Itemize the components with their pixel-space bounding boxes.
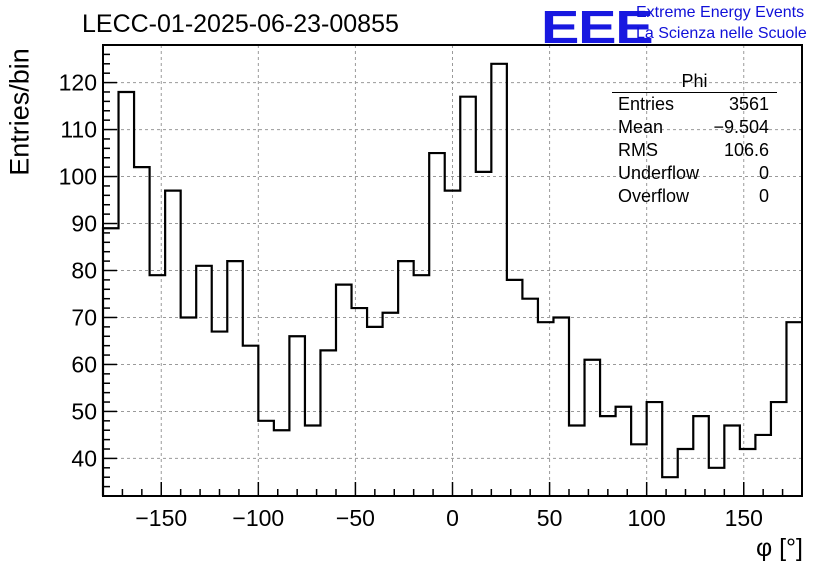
x-tick-label: 50 — [537, 505, 563, 531]
x-tick-label: 100 — [627, 505, 665, 531]
y-axis: 40 50 60 70 80 90 100 110 120 — [59, 44, 117, 497]
y-tick-label: 60 — [71, 351, 97, 377]
stats-row: Mean −9.504 — [612, 116, 777, 139]
x-tick-label: −100 — [232, 505, 284, 531]
eee-logo: EEE — [541, 1, 654, 53]
stats-value: −9.504 — [713, 117, 769, 137]
y-tick-label: 40 — [71, 445, 97, 471]
run-title: LECC-01-2025-06-23-00855 — [82, 10, 399, 38]
logo-line-1: Extreme Energy Events — [636, 4, 805, 21]
x-tick-label: 0 — [446, 505, 459, 531]
y-tick-label: 110 — [60, 117, 97, 143]
y-tick-label: 50 — [71, 398, 97, 424]
histogram-series — [101, 62, 802, 496]
y-tick-label: 90 — [71, 211, 97, 237]
y-tick-label: 80 — [71, 258, 97, 284]
stats-key: Mean — [618, 117, 664, 137]
stats-box: Phi Entries 3561 Mean −9.504 RMS 106.6 U… — [612, 70, 777, 208]
stats-key: Entries — [618, 94, 675, 114]
stats-title: Phi — [612, 70, 777, 93]
y-tick-label: 120 — [59, 70, 97, 96]
stats-value: 0 — [758, 163, 769, 183]
stats-value: 0 — [758, 186, 769, 206]
stats-key: Underflow — [618, 163, 700, 183]
grid-lines — [103, 45, 802, 496]
x-tick-label: 150 — [725, 505, 763, 531]
stats-key: Overflow — [618, 186, 690, 206]
x-axis: −150 −100 −50 0 50 100 150 — [102, 482, 803, 531]
stats-row: Overflow 0 — [612, 185, 777, 208]
x-tick-label: −50 — [336, 505, 375, 531]
histogram-outline — [101, 62, 802, 496]
stats-row: RMS 106.6 — [612, 139, 777, 162]
y-tick-label: 100 — [59, 164, 97, 190]
x-axis-label: φ [°] — [755, 534, 803, 562]
stats-value: 3561 — [728, 94, 769, 114]
stats-value: 106.6 — [723, 140, 769, 160]
stats-row: Underflow 0 — [612, 162, 777, 185]
y-axis-label: Entries/bin — [4, 48, 35, 176]
x-tick-label: −150 — [135, 505, 187, 531]
y-tick-label: 70 — [71, 304, 97, 330]
stats-row: Entries 3561 — [612, 93, 777, 116]
stats-key: RMS — [618, 140, 658, 160]
logo-line-2: La Scienza nelle Scuole — [636, 25, 807, 42]
